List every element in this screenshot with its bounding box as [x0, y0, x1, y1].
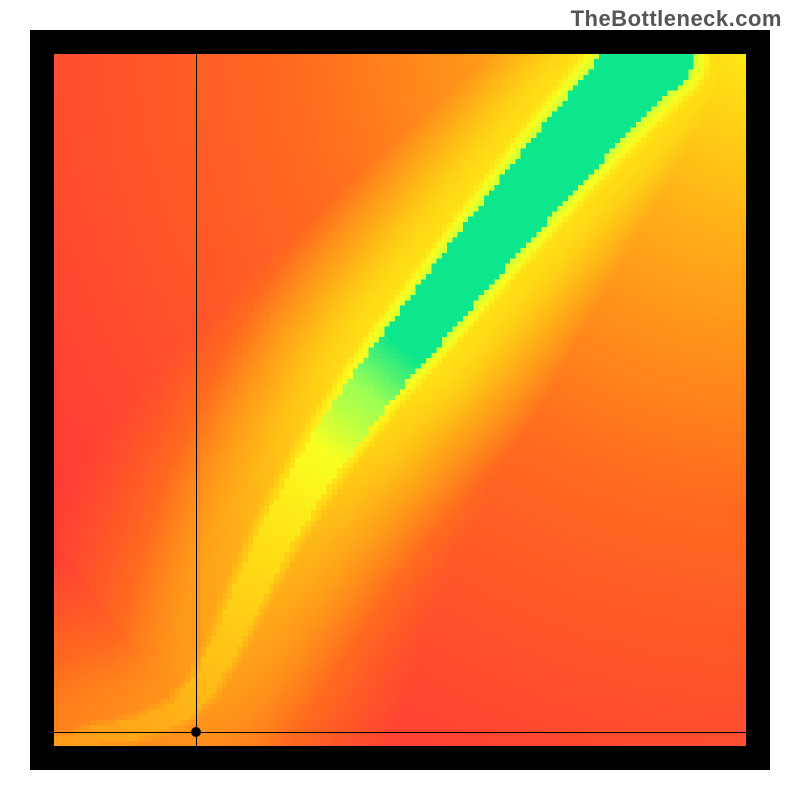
crosshair-horizontal: [54, 732, 746, 733]
crosshair-marker: [191, 727, 201, 737]
heatmap-plot: [54, 54, 746, 746]
crosshair-vertical: [196, 54, 197, 746]
chart-frame: [30, 30, 770, 770]
heatmap-canvas: [54, 54, 746, 746]
watermark-text: TheBottleneck.com: [571, 6, 782, 32]
